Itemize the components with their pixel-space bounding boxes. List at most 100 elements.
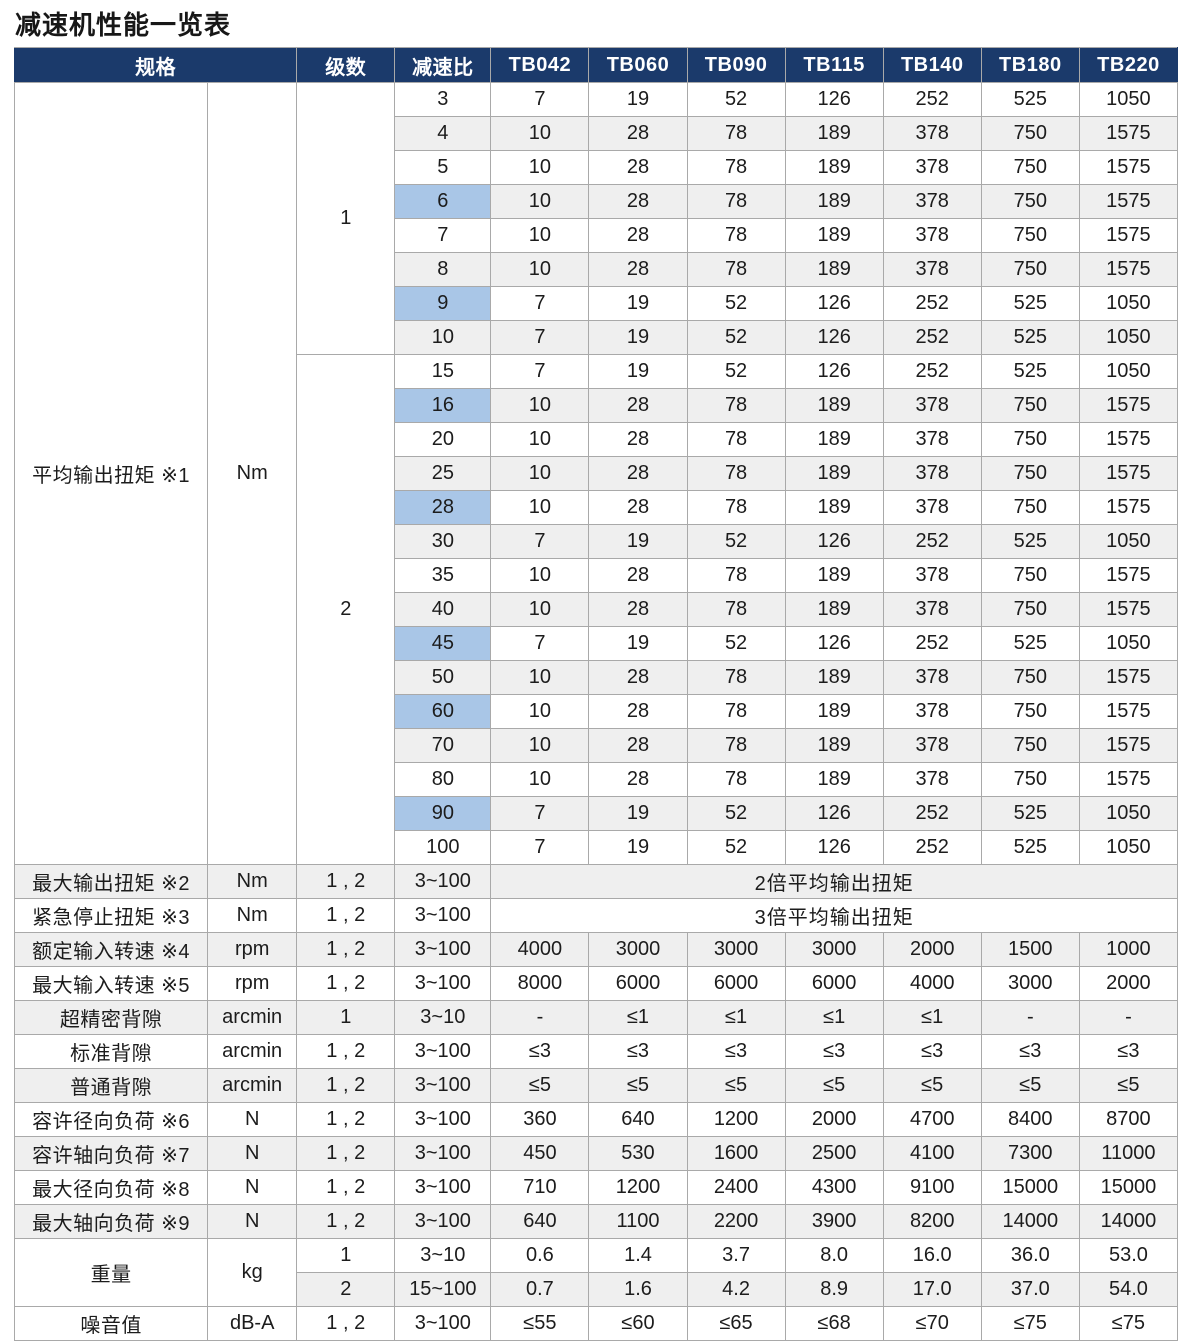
value-cell: 378 [882, 592, 982, 627]
spec-ratio: 3~100 [394, 1136, 492, 1171]
spec-label: 最大轴向负荷 ※9 [13, 1204, 209, 1239]
page-title: 减速机性能一览表 [15, 10, 232, 40]
spec-row: 超精密背隙 arcmin 1 3~10- ≤1 ≤1 ≤1 ≤1- - [13, 1000, 1179, 1035]
ratio-cell: 9 [394, 286, 492, 321]
spec-unit: rpm [207, 966, 298, 1001]
value-cell: 1575 [1078, 762, 1179, 797]
value-cell: ≤1 [588, 1000, 688, 1035]
value-cell: 15000 [1078, 1170, 1179, 1205]
value-cell: 78 [686, 728, 786, 763]
ratio-cell: 5 [394, 150, 492, 185]
spec-label: 超精密背隙 [13, 1000, 209, 1035]
value-cell: ≤5 [588, 1068, 688, 1103]
spec-span-value: 3倍平均输出扭矩 [490, 898, 1178, 933]
value-cell: 78 [686, 592, 786, 627]
value-cell: 750 [980, 558, 1080, 593]
value-cell: 189 [784, 728, 884, 763]
value-cell: 525 [980, 626, 1080, 661]
value-cell: 750 [980, 388, 1080, 423]
ratio-cell: 30 [394, 524, 492, 559]
value-cell: 252 [882, 796, 982, 831]
value-cell: 19 [588, 286, 688, 321]
value-cell: 126 [784, 796, 884, 831]
spec-ratio: 3~100 [394, 864, 492, 899]
value-cell: 126 [784, 524, 884, 559]
header-model-tb220: TB220 [1078, 47, 1179, 83]
value-cell: 1575 [1078, 218, 1179, 253]
value-cell: 2000 [882, 932, 982, 967]
spec-stage: 1 , 2 [296, 1068, 396, 1103]
value-cell: 19 [588, 320, 688, 355]
value-cell: 189 [784, 660, 884, 695]
header-stages: 级数 [296, 47, 396, 83]
value-cell: 378 [882, 558, 982, 593]
value-cell: 3000 [980, 966, 1080, 1001]
value-cell: 8000 [490, 966, 590, 1001]
torque-row: 5 10 28 78 189 378 750 1575 [15, 150, 1179, 185]
value-cell: 1575 [1078, 490, 1179, 525]
value-cell: ≤1 [686, 1000, 786, 1035]
ratio-cell: 20 [394, 422, 492, 457]
value-cell: 1050 [1078, 524, 1179, 559]
value-cell: 525 [980, 320, 1080, 355]
value-cell: 53.0 [1078, 1238, 1179, 1273]
value-cell: 525 [980, 82, 1080, 117]
value-cell: 710 [490, 1170, 590, 1205]
spec-ratio: 3~100 [394, 1034, 492, 1069]
value-cell: 1575 [1078, 592, 1179, 627]
value-cell: 378 [882, 490, 982, 525]
spec-row: 最大径向负荷 ※8 N 1 , 2 3~100 710 1200 2400 4300 9100 1… [13, 1170, 1179, 1205]
value-cell: ≤3 [490, 1034, 590, 1069]
value-cell: 378 [882, 252, 982, 287]
value-cell: 16.0 [882, 1238, 982, 1273]
value-cell: 28 [588, 422, 688, 457]
header-row: 规格 级数 减速比 TB042 TB060 TB090 TB115 TB140 … [13, 47, 1179, 83]
spec-ratio: 3~100 [394, 966, 492, 1001]
spec-row: 普通背隙 arcmin 1 , 2 3~100 ≤5 ≤5 ≤5 ≤5 ≤5 ≤5 ≤5 [13, 1068, 1179, 1103]
weight-row: 2 15~100 0.7 1.6 4.2 8.9 17.0 37.0 54.0 [15, 1272, 1179, 1307]
value-cell: 78 [686, 660, 786, 695]
torque-row: 6 10 28 78 189 378 750 1575 [15, 184, 1179, 219]
value-cell: 2000 [1078, 966, 1179, 1001]
value-cell: ≤3 [784, 1034, 884, 1069]
ratio-cell: 70 [394, 728, 492, 763]
spec-stage: 1 , 2 [296, 966, 396, 1001]
value-cell: ≤75 [1078, 1306, 1179, 1341]
noise-label: 噪音值 [13, 1306, 209, 1341]
value-cell: ≤1 [784, 1000, 884, 1035]
value-cell: 8200 [882, 1204, 982, 1239]
value-cell: 1050 [1078, 830, 1179, 865]
value-cell: 750 [980, 694, 1080, 729]
torque-row: 90 7 19 52 126 252 525 1050 [15, 796, 1179, 831]
value-cell: 1575 [1078, 728, 1179, 763]
value-cell: 750 [980, 592, 1080, 627]
value-cell: 2500 [784, 1136, 884, 1171]
value-cell: 1575 [1078, 150, 1179, 185]
ratio-cell: 8 [394, 252, 492, 287]
value-cell: 189 [784, 116, 884, 151]
value-cell: 1500 [980, 932, 1080, 967]
value-cell: 78 [686, 184, 786, 219]
value-cell: 189 [784, 592, 884, 627]
value-cell: ≤3 [1078, 1034, 1179, 1069]
header-model-tb090: TB090 [686, 47, 786, 83]
value-cell: 1.4 [588, 1238, 688, 1273]
noise-ratio: 3~100 [394, 1306, 492, 1341]
value-cell: 189 [784, 150, 884, 185]
value-cell: 4000 [882, 966, 982, 1001]
spec-ratio: 3~100 [394, 1204, 492, 1239]
value-cell: 6000 [686, 966, 786, 1001]
value-cell: 10 [490, 422, 590, 457]
value-cell: 10 [490, 252, 590, 287]
value-cell: 28 [588, 456, 688, 491]
value-cell: 10 [490, 388, 590, 423]
spec-stage: 1 , 2 [296, 932, 396, 967]
ratio-cell: 16 [394, 388, 492, 423]
spec-stage: 1 [296, 1000, 396, 1035]
value-cell: 52 [686, 320, 786, 355]
value-cell: 750 [980, 150, 1080, 185]
value-cell: 78 [686, 388, 786, 423]
spec-label: 额定输入转速 ※4 [13, 932, 209, 967]
value-cell: 750 [980, 762, 1080, 797]
value-cell: 1000 [1078, 932, 1179, 967]
